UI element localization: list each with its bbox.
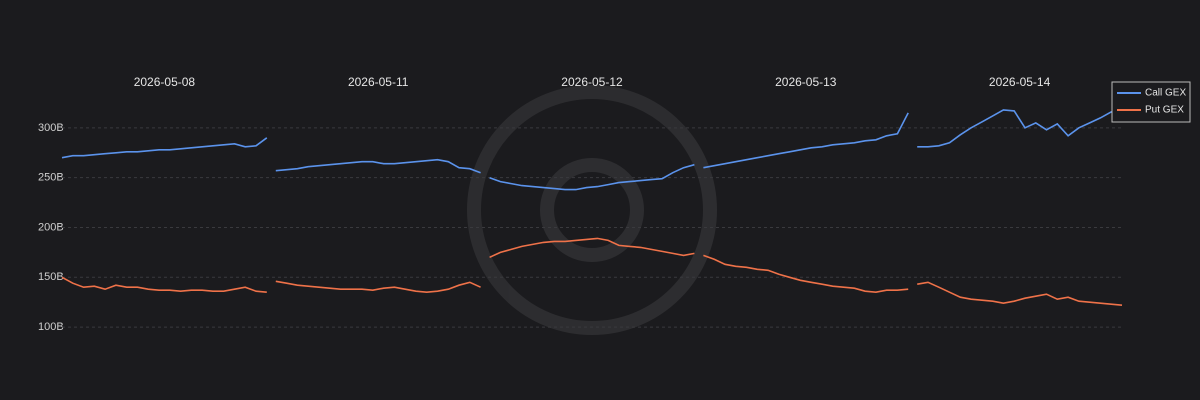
facet-title: 2026-05-14 <box>989 75 1051 89</box>
y-tick-label: 150B <box>38 271 64 283</box>
series-line <box>275 280 481 294</box>
series-line <box>61 276 267 293</box>
legend-label: Call GEX <box>1145 88 1186 99</box>
series-line <box>489 163 695 191</box>
series-line <box>703 254 909 294</box>
series-line <box>61 137 268 159</box>
series-line <box>703 112 909 169</box>
y-tick-label: 300B <box>38 122 64 134</box>
facet-title: 2026-05-13 <box>775 75 837 89</box>
facet-title: 2026-05-08 <box>134 75 196 89</box>
legend-label: Put GEX <box>1145 105 1184 116</box>
series-line <box>917 281 1123 306</box>
facet-title: 2026-05-12 <box>561 75 623 89</box>
series-line <box>917 109 1123 148</box>
watermark <box>467 85 717 335</box>
series-line <box>275 158 481 174</box>
y-tick-label: 100B <box>38 321 64 333</box>
legend-box <box>1111 81 1191 123</box>
y-tick-label: 200B <box>38 221 64 233</box>
facet-title: 2026-05-11 <box>348 75 409 89</box>
series-line <box>489 237 695 259</box>
y-tick-label: 250B <box>38 172 64 184</box>
